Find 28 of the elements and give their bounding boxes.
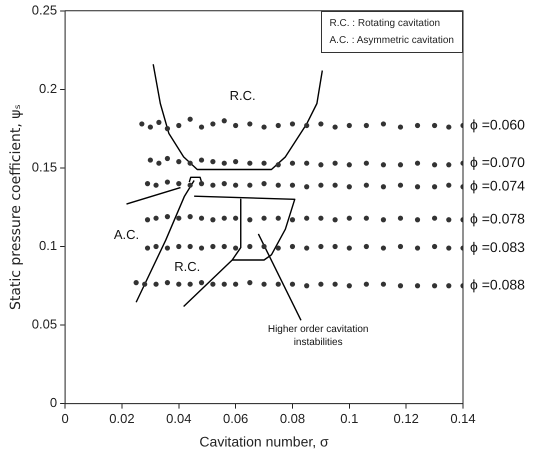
- y-tick-label: 0.2: [39, 80, 58, 96]
- y-tick-label: 0.1: [39, 238, 58, 254]
- annotation: Higher order cavitation instabilities: [266, 324, 370, 350]
- annotation: R.C. : Rotating cavitation: [330, 16, 442, 31]
- x-tick-label: 0.1: [340, 410, 358, 426]
- annotation: R.C.: [174, 258, 200, 276]
- y-tick-label: 0: [50, 395, 58, 410]
- x-tick-label: 0.02: [109, 410, 135, 426]
- x-tick-label: 0.04: [166, 410, 192, 426]
- x-tick-label: 0.06: [222, 410, 248, 426]
- y-tick-label: 0.25: [32, 2, 58, 18]
- x-tick-label: 0.14: [450, 410, 476, 426]
- series-label: ϕ =0.070: [470, 154, 526, 170]
- series-label: ϕ =0.083: [470, 238, 526, 255]
- annotation: A.C. : Asymmetric cavitation: [330, 34, 454, 48]
- annotation: A.C.: [114, 227, 140, 244]
- x-tick-label: 0: [61, 410, 69, 426]
- annotation: R.C.: [230, 88, 256, 104]
- y-tick-label: 0.05: [32, 316, 58, 332]
- y-tick-label: 0.15: [32, 160, 58, 174]
- series-label: ϕ =0.074: [470, 178, 526, 194]
- series-label: ϕ =0.088: [470, 276, 526, 293]
- series-label: ϕ =0.078: [470, 210, 526, 227]
- series-label: ϕ =0.060: [470, 116, 526, 132]
- y-axis-title: Static pressure coefficient, ψₛ: [8, 104, 24, 310]
- x-axis-title: Cavitation number, σ: [199, 433, 330, 450]
- x-tick-label: 0.08: [280, 410, 306, 426]
- x-tick-label: 0.12: [394, 410, 419, 426]
